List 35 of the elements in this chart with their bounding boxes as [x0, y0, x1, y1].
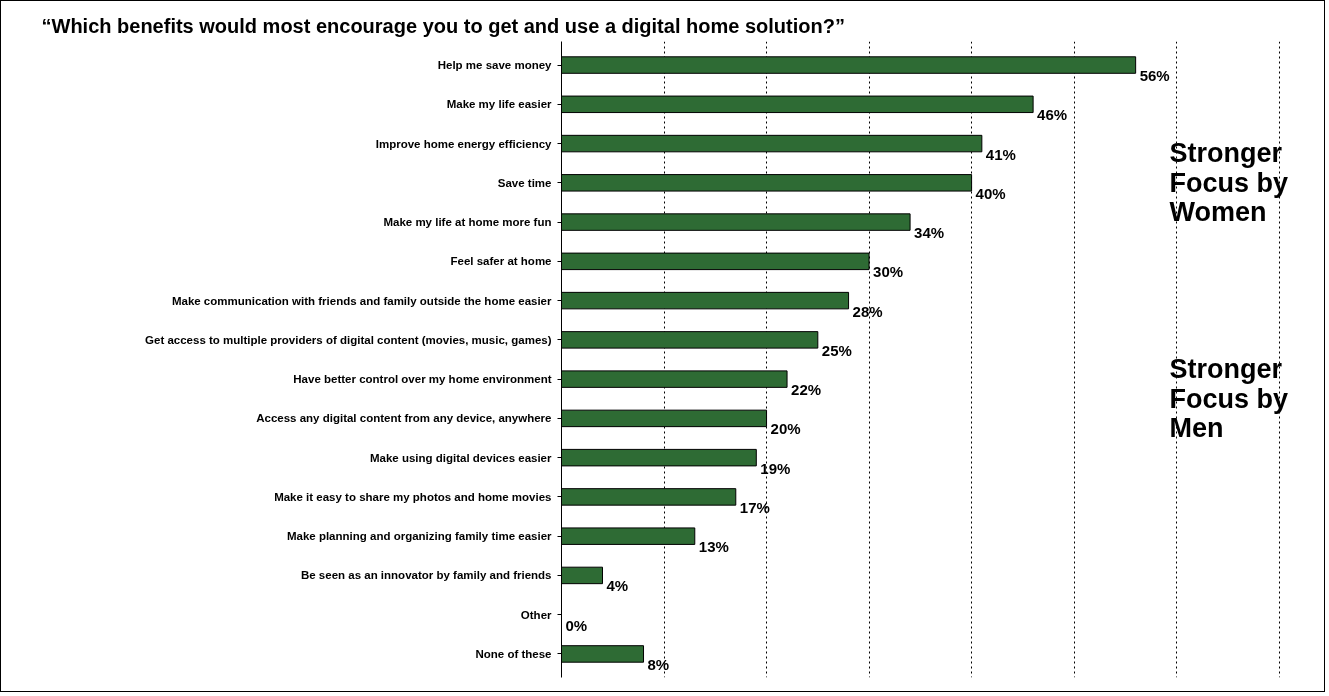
text: Stronger Focus by Men [1169, 354, 1289, 444]
data-label: 56% [1139, 67, 1170, 85]
y-tick-label: Make my life at home more fun [383, 216, 552, 229]
y-tick-label: Improve home energy efficiency [375, 137, 553, 150]
y-tick-label: Other [520, 608, 553, 621]
data-label: 13% [698, 538, 729, 556]
y-tick-label: Save time [497, 176, 552, 189]
data-label: 34% [914, 224, 945, 242]
y-tick-label: Be seen as an innovator by family and friends [300, 569, 552, 582]
y-tick-label: Help me save money [437, 59, 553, 72]
data-label: 41% [985, 145, 1016, 163]
y-tick-label: Access any digital content from any device, anywhere [256, 412, 552, 425]
y-tick-label: Feel safer at home [450, 255, 552, 268]
y-tick-label: Make using digital devices easier [369, 451, 553, 464]
y-tick-label: None of these [475, 647, 552, 660]
data-label: 30% [873, 263, 904, 281]
data-label: 22% [791, 381, 822, 399]
y-tick-label: Have better control over my home environment [293, 373, 552, 386]
data-label: 19% [760, 459, 791, 477]
y-tick-label: Make planning and organizing family time easier [286, 530, 553, 543]
data-label: 28% [852, 302, 883, 320]
text: Stronger Focus by Women [1169, 138, 1289, 228]
data-label: 0% [565, 616, 588, 634]
data-label: 17% [739, 498, 770, 516]
data-label: 20% [770, 420, 801, 438]
y-tick-label: Get access to multiple providers of digital content (movies, music, games) [145, 333, 552, 346]
data-label: 46% [1037, 106, 1068, 124]
y-tick-label: Make my life easier [446, 98, 553, 111]
data-label: 8% [647, 655, 670, 673]
y-tick-label: Make it easy to share my photos and home movies [274, 490, 552, 503]
data-label: 4% [606, 577, 629, 595]
y-tick-label: Make communication with friends and family outside the home easier [171, 294, 553, 307]
data-label: 25% [821, 341, 852, 359]
data-label: 40% [975, 184, 1006, 202]
chart-title: “Which benefits would most encourage you to get and use a digital home solution?” [41, 14, 845, 37]
